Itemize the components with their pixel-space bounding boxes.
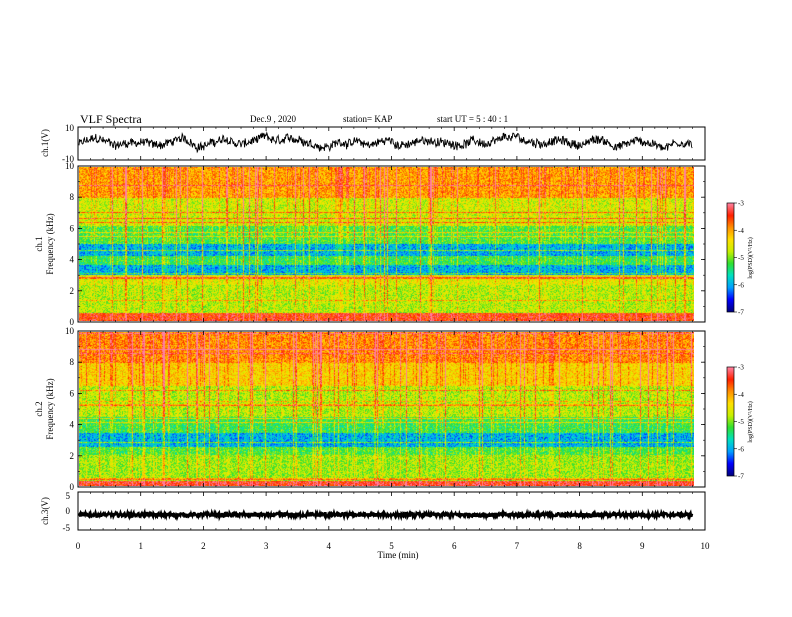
ch2-colorbar: -3 -4 -5 -6 -7 log(PSD)(V²/Hz) bbox=[726, 364, 754, 481]
x-tick-label: 6 bbox=[452, 541, 457, 551]
y-tick-label: 6 bbox=[70, 223, 75, 233]
ch3-trace bbox=[77, 507, 694, 522]
ch1-ylabel: ch.1(V) bbox=[40, 129, 50, 157]
colorbar-tick-label: -5 bbox=[738, 418, 744, 426]
figure-title: VLF Spectra bbox=[80, 112, 142, 126]
y-tick-label: 10 bbox=[65, 326, 75, 336]
x-tick-label: 0 bbox=[76, 541, 81, 551]
ch2-spectrogram-image bbox=[79, 332, 694, 486]
ch2-colorbar-label: log(PSD)(V²/Hz) bbox=[747, 401, 754, 442]
y-tick-label: 8 bbox=[70, 192, 75, 202]
ch1-spec-ylabel-line1: ch.1 bbox=[34, 236, 44, 251]
x-tick-label: 4 bbox=[327, 541, 332, 551]
x-tick-label: 1 bbox=[138, 541, 143, 551]
colorbar-tick-label: -4 bbox=[738, 391, 744, 399]
colorbar-tick-label: -4 bbox=[738, 227, 744, 235]
ch1-spectrogram-image bbox=[79, 167, 694, 321]
x-tick-label: 3 bbox=[264, 541, 269, 551]
header-station: station= KAP bbox=[343, 114, 392, 124]
colorbar-tick-label: -3 bbox=[738, 200, 744, 208]
ch1-colorbar: -3 -4 -5 -6 -7 log(PSD)(V²/Hz) bbox=[726, 200, 754, 317]
y-tick-label: 10 bbox=[65, 161, 75, 171]
x-tick-label: 9 bbox=[640, 541, 645, 551]
y-tick-label: 2 bbox=[70, 451, 75, 461]
colorbar-tick-label: -7 bbox=[738, 309, 744, 317]
colorbar-tick-label: -7 bbox=[738, 473, 744, 481]
x-tick-label: 7 bbox=[515, 541, 520, 551]
ch3-ylabel: ch.3(V) bbox=[40, 497, 50, 525]
ch1-ytick-bottom: -10 bbox=[62, 154, 74, 164]
ch3-ytick-bottom: -5 bbox=[63, 523, 71, 533]
y-tick-label: 6 bbox=[70, 388, 75, 398]
y-tick-label: 0 bbox=[70, 482, 75, 492]
y-tick-label: 2 bbox=[70, 286, 75, 296]
ch3-waveform-panel: 5 0 -5 ch.3(V) bbox=[40, 491, 706, 533]
ch1-colorbar-label: log(PSD)(V²/Hz) bbox=[747, 237, 754, 278]
x-tick-label: 5 bbox=[389, 541, 394, 551]
ch2-spec-ylabel-line1: ch.2 bbox=[34, 401, 44, 416]
ch1-ytick-top: 10 bbox=[65, 123, 75, 133]
y-tick-label: 4 bbox=[70, 255, 75, 265]
ch2-spec-ylabel-line2: Frequency (kHz) bbox=[45, 378, 55, 439]
colorbar-tick-label: -6 bbox=[738, 281, 744, 289]
y-tick-label: 4 bbox=[70, 420, 75, 430]
colorbar-tick-label: -6 bbox=[738, 445, 744, 453]
x-axis: 0 1 2 3 4 5 6 7 8 9 10 bbox=[76, 127, 710, 551]
x-tick-label: 10 bbox=[701, 541, 711, 551]
header-date: Dec.9 , 2020 bbox=[250, 114, 296, 124]
ch2-spectrogram-panel: 0 2 4 6 8 10 ch.2 Frequency (kHz) bbox=[34, 326, 706, 492]
x-tick-label: 2 bbox=[201, 541, 206, 551]
colorbar-tick-label: -3 bbox=[738, 364, 744, 372]
ch1-spectrogram-panel: 0 2 4 6 8 10 ch.1 Frequency (kHz) bbox=[34, 161, 706, 327]
ch3-ytick-top: 5 bbox=[66, 491, 71, 501]
header-start-ut: start UT = 5 : 40 : 1 bbox=[437, 114, 508, 124]
y-tick-label: 0 bbox=[70, 317, 75, 327]
ch1-trace bbox=[78, 131, 693, 154]
ch1-spec-ylabel-line2: Frequency (kHz) bbox=[45, 213, 55, 274]
ch1-waveform-panel: 10 -10 ch.1(V) bbox=[40, 123, 706, 164]
y-tick-label: 8 bbox=[70, 357, 75, 367]
x-axis-label: Time (min) bbox=[378, 550, 419, 560]
x-tick-label: 8 bbox=[577, 541, 582, 551]
colorbar-tick-label: -5 bbox=[738, 254, 744, 262]
ch3-ytick-mid: 0 bbox=[66, 506, 71, 516]
